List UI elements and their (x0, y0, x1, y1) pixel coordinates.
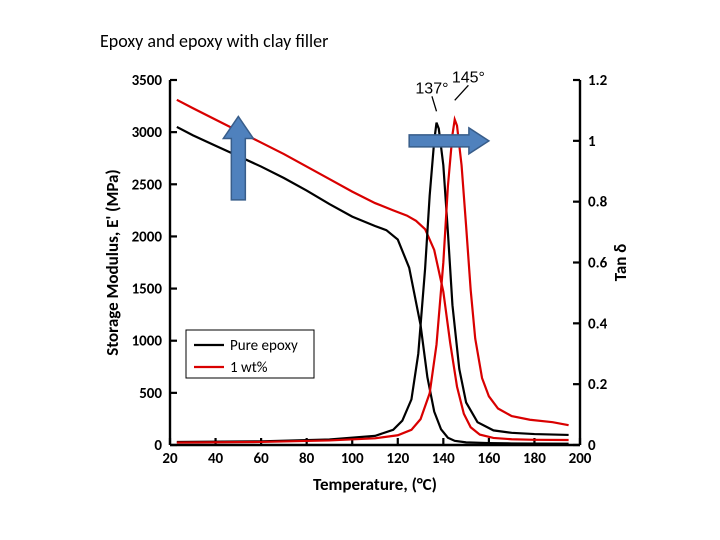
x-tick-label: 20 (162, 450, 178, 468)
y-right-axis-label: Tan δ (610, 244, 631, 282)
y-right-tick-label: 0.4 (588, 315, 608, 333)
slide: Epoxy and epoxy with clay filler 20 40 60 8… (0, 0, 720, 540)
x-tick-label: 40 (208, 450, 224, 468)
y-right-tick-label: 0.6 (588, 255, 608, 273)
y-left-tick-label: 2500 (132, 176, 163, 194)
chart-svg: 2040608010012014016018020005001000150020… (100, 60, 640, 500)
peak-label: 137° (415, 80, 448, 97)
y-left-tick-label: 3000 (132, 124, 163, 142)
y-left-tick-label: 500 (139, 385, 162, 403)
peak-pointer (455, 85, 469, 100)
x-tick-label: 60 (254, 450, 270, 468)
y-right-tick-label: 1 (588, 133, 596, 151)
y-left-tick-label: 1500 (132, 281, 163, 299)
y-right-tick-label: 0.8 (588, 194, 608, 212)
y-right-tick-label: 0.2 (588, 376, 608, 394)
legend-label: 1 wt% (230, 359, 268, 377)
y-left-axis-label: Storage Modulus, E' (MPa) (102, 169, 123, 355)
y-left-tick-label: 1000 (132, 333, 163, 351)
up-arrow-icon (223, 117, 253, 200)
slide-title: Epoxy and epoxy with clay filler (100, 30, 328, 52)
y-left-tick-label: 0 (154, 437, 162, 455)
y-left-tick-label: 2000 (132, 228, 163, 246)
peak-pointer (432, 96, 437, 111)
x-tick-label: 140 (432, 450, 455, 468)
chart-container: 2040608010012014016018020005001000150020… (100, 60, 640, 500)
x-tick-label: 160 (477, 450, 500, 468)
legend-label: Pure epoxy (230, 337, 298, 355)
y-right-tick-label: 0 (588, 437, 596, 455)
x-axis-label: Temperature, (°C) (313, 474, 437, 495)
x-tick-label: 80 (299, 450, 315, 468)
y-right-tick-label: 1.2 (588, 72, 608, 90)
x-tick-label: 100 (341, 450, 364, 468)
x-tick-label: 180 (523, 450, 546, 468)
y-left-tick-label: 3500 (132, 72, 163, 90)
x-tick-label: 120 (386, 450, 409, 468)
peak-label: 145° (452, 69, 485, 86)
right-arrow-icon (409, 128, 489, 154)
